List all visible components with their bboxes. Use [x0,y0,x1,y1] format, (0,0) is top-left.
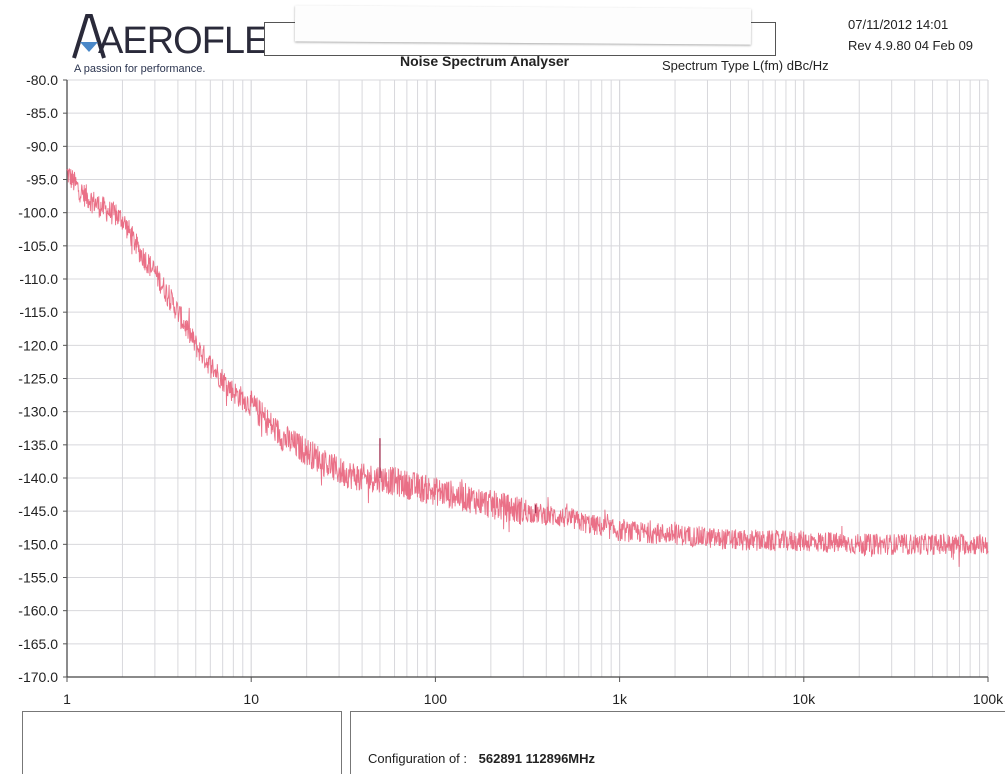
x-tick-label: 1k [612,691,628,707]
y-tick-label: -140.0 [18,470,58,486]
y-tick-label: -135.0 [18,437,58,453]
spectrum-type-label: Spectrum Type L(fm) dBc/Hz [662,58,829,73]
y-tick-label: -100.0 [18,205,58,221]
x-tick-label: 10 [243,691,259,707]
y-tick-label: -95.0 [26,172,58,188]
y-tick-label: -85.0 [26,105,58,121]
noise-trace [66,167,989,567]
logo-a-icon [72,14,106,59]
instrument-title-box [264,5,776,56]
x-tick-label: 10k [793,691,817,707]
logo-wordmark: AEROFLEX [98,20,294,62]
y-tick-label: -130.0 [18,404,58,420]
y-tick-label: -145.0 [18,503,58,519]
chart-grid [66,79,989,678]
revision-label: Rev 4.9.80 04 Feb 09 [848,38,974,53]
y-tick-label: -80.0 [26,72,58,88]
timestamp: 07/11/2012 14:01 [848,17,949,32]
x-tick-label: 100 [424,691,448,707]
logo-tagline: A passion for performance. [74,63,206,75]
y-tick-label: -110.0 [19,271,58,287]
footer-panel-left [22,711,342,774]
y-tick-label: -90.0 [26,138,58,154]
config-value: 562891 112896MHz [478,751,596,766]
y-axis-ticks: -80.0 -85.0 -90.0 -95.0 -100.0 -105.0 -110.0 -1… [18,72,67,685]
config-label: Configuration of : [368,751,468,766]
y-tick-label: -125.0 [18,371,58,387]
x-tick-label: 100k [973,691,1004,707]
x-tick-label: 1 [63,691,71,707]
y-tick-label: -150.0 [18,536,58,552]
x-axis-ticks: 1 10 100 1k 10k 100k [63,677,1004,707]
footer-panel-right [350,711,1005,774]
y-tick-label: -170.0 [18,669,58,685]
y-tick-label: -105.0 [18,238,58,254]
aeroflex-logo: AEROFLEX A passion for performance. [72,8,294,76]
y-tick-label: -155.0 [18,570,58,586]
y-tick-label: -115.0 [19,304,58,320]
y-tick-label: -160.0 [18,603,58,619]
y-tick-label: -165.0 [18,636,58,652]
configuration-line: Configuration of : 562891 112896MHz [368,751,595,766]
y-tick-label: -120.0 [18,337,58,353]
chart-series [66,167,989,567]
chart-title: Noise Spectrum Analyser [400,53,570,69]
